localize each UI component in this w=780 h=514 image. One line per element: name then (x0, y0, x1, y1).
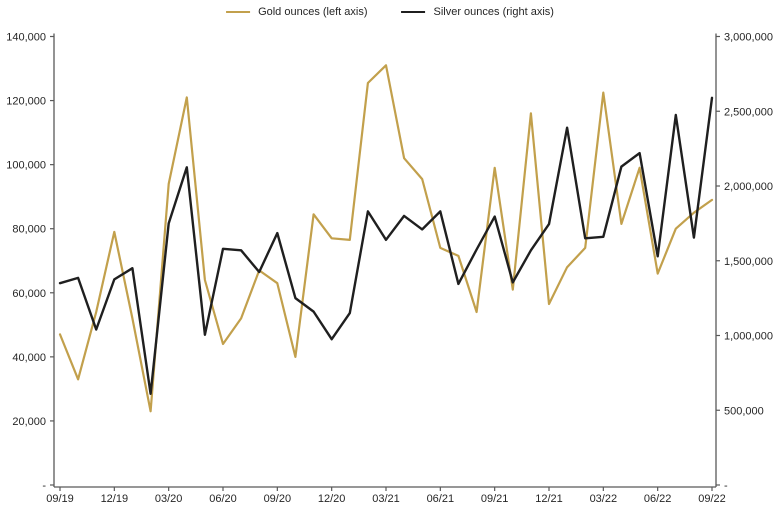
right-axis-tick-label: 1,500,000 (724, 256, 773, 268)
x-axis-tick-label: 06/22 (644, 493, 672, 505)
x-axis-tick-label: 03/20 (155, 493, 183, 505)
x-axis-tick-label: 12/21 (535, 493, 563, 505)
x-axis-tick-label: 12/19 (101, 493, 129, 505)
left-axis: - 20,000 40,000 60,000 80,000 100,000 120,000 1… (6, 32, 54, 492)
x-axis-tick-label: 12/20 (318, 493, 346, 505)
right-axis-tick-label: 2,500,000 (724, 106, 773, 118)
legend-item-silver: Silver ounces (right axis) (401, 6, 554, 18)
x-axis-tick-label: 09/22 (698, 493, 726, 505)
right-axis-tick-label: 3,000,000 (724, 32, 773, 44)
right-axis-tick-label: 1,000,000 (724, 331, 773, 343)
left-axis-tick-label: 140,000 (6, 32, 46, 44)
x-axis-tick-label: 03/22 (590, 493, 618, 505)
x-axis-tick-label: 09/20 (264, 493, 292, 505)
x-axis-tick-label: 09/21 (481, 493, 509, 505)
left-axis-tick-label: - (42, 480, 46, 492)
gold-line-swatch-icon (226, 11, 251, 13)
left-axis-tick-label: 60,000 (12, 288, 46, 300)
left-axis-tick-label: 40,000 (12, 352, 46, 364)
left-axis-tick-label: 100,000 (6, 160, 46, 172)
x-axis-tick-label: 09/19 (46, 493, 74, 505)
left-axis-tick-label: 20,000 (12, 416, 46, 428)
left-axis-tick-label: 120,000 (6, 96, 46, 108)
right-axis-tick-label: - (724, 480, 728, 492)
right-axis-tick-label: 2,000,000 (724, 181, 773, 193)
x-axis: 09/19 12/19 03/20 06/20 09/20 12/20 03/21 06/21… (46, 487, 726, 505)
x-axis-tick-label: 06/21 (427, 493, 455, 505)
silver-series-line (58, 96, 714, 395)
legend-label-gold: Gold ounces (left axis) (258, 6, 368, 18)
left-axis-tick-label: 80,000 (12, 224, 46, 236)
right-axis: - 500,000 1,000,000 1,500,000 2,000,000 2,500… (716, 32, 773, 492)
x-axis-tick-label: 06/20 (209, 493, 237, 505)
right-axis-tick-label: 500,000 (724, 405, 764, 417)
x-axis-tick-label: 03/21 (372, 493, 400, 505)
axes (53, 33, 717, 488)
legend-item-gold: Gold ounces (left axis) (226, 6, 368, 18)
gold-series-line (58, 64, 714, 413)
legend-label-silver: Silver ounces (right axis) (433, 6, 554, 18)
chart-legend: Gold ounces (left axis) Silver ounces (r… (226, 6, 554, 18)
silver-line-swatch-icon (401, 11, 426, 13)
